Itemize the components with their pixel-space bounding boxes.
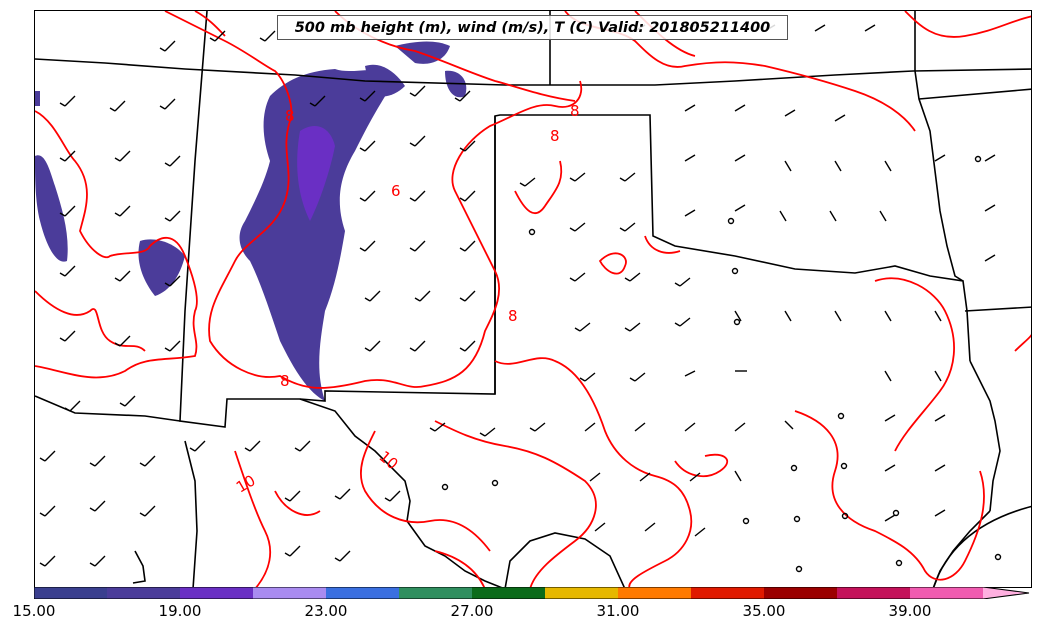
- colorbar-tick-label: 15.00: [12, 602, 56, 620]
- shaded-field: [35, 41, 467, 401]
- contour-label: 10: [375, 447, 401, 473]
- colorbar-segment: [691, 587, 764, 599]
- colorbar-outline: [34, 587, 1030, 599]
- colorbar-tick-label: 39.00: [888, 602, 932, 620]
- temperature-contours: [35, 11, 1031, 587]
- calm-wind-markers: [441, 155, 1002, 573]
- map-canvas: 8 8 8 6 8 10 10 8: [35, 11, 1031, 587]
- contour-label: 8: [550, 127, 560, 145]
- state-borders: [35, 11, 1031, 587]
- colorbar-tick-label: 27.00: [450, 602, 494, 620]
- colorbar-segment: [326, 587, 399, 599]
- colorbar: [34, 587, 1030, 599]
- colorbar-tick-label: 31.00: [596, 602, 640, 620]
- contour-label: 8: [280, 372, 290, 390]
- colorbar-segment: [910, 587, 983, 599]
- contour-label: 6: [391, 182, 401, 200]
- colorbar-tick-label: 19.00: [158, 602, 202, 620]
- colorbar-segment: [34, 587, 107, 599]
- colorbar-tick-label: 35.00: [742, 602, 786, 620]
- contour-label: 8: [570, 102, 580, 120]
- colorbar-segment: [764, 587, 837, 599]
- contour-label: 8: [508, 307, 518, 325]
- colorbar-segment: [107, 587, 180, 599]
- colorbar-segment: [837, 587, 910, 599]
- colorbar-segment: [545, 587, 618, 599]
- map-title: 500 mb height (m), wind (m/s), T (C) Val…: [277, 15, 788, 40]
- colorbar-extend-arrow: [983, 587, 1029, 599]
- map-panel: 8 8 8 6 8 10 10 8: [34, 10, 1032, 588]
- contour-label: 8: [285, 107, 295, 125]
- colorbar-tick-label: 23.00: [304, 602, 348, 620]
- colorbar-segment: [253, 587, 326, 599]
- colorbar-segment: [472, 587, 545, 599]
- colorbar-segment: [180, 587, 253, 599]
- wind-barbs: [39, 24, 996, 567]
- colorbar-segment: [399, 587, 472, 599]
- contour-label: 10: [233, 471, 259, 496]
- colorbar-segment: [618, 587, 691, 599]
